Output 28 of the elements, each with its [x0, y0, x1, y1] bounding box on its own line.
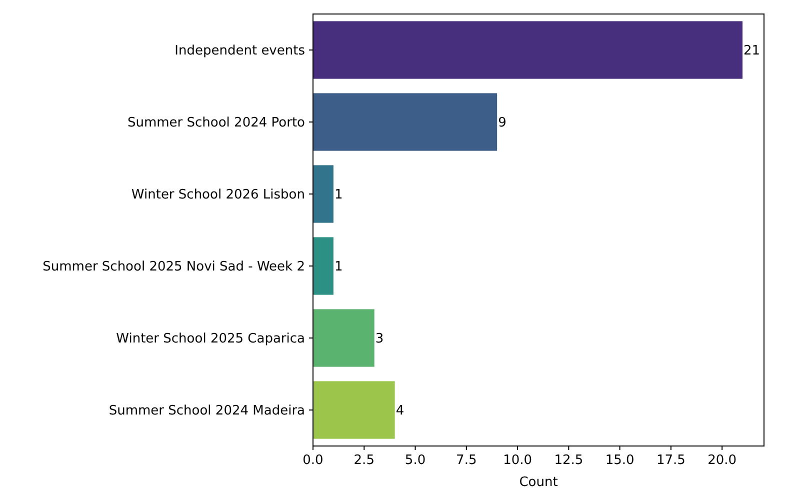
bar: [313, 93, 498, 151]
data-label: 3: [375, 332, 384, 347]
x-tick-label: 10.0: [503, 453, 532, 468]
bar: [313, 165, 334, 223]
data-label: 4: [396, 404, 404, 419]
data-label: 21: [744, 44, 760, 59]
y-tick-label: Summer School 2025 Novi Sad - Week 2: [42, 260, 305, 275]
x-tick-label: 20.0: [708, 453, 737, 468]
x-tick-label: 7.5: [456, 453, 477, 468]
bar: [313, 381, 395, 439]
x-tick-label: 15.0: [605, 453, 634, 468]
data-label: 1: [334, 260, 343, 275]
x-tick-label: 5.0: [404, 453, 426, 468]
y-tick-label: Winter School 2026 Lisbon: [131, 188, 305, 203]
x-tick-label: 12.5: [554, 453, 584, 468]
x-tick-label: 0.0: [302, 453, 324, 468]
bar: [313, 21, 743, 79]
y-tick-label: Winter School 2025 Caparica: [116, 332, 305, 347]
x-tick-label: 17.5: [656, 453, 686, 468]
y-tick-label: Independent events: [174, 44, 306, 59]
y-tick-label: Summer School 2024 Porto: [127, 116, 306, 131]
y-tick-label: Summer School 2024 Madeira: [108, 404, 305, 419]
bar: [313, 237, 334, 295]
bar: [313, 309, 374, 367]
x-tick-label: 2.5: [354, 453, 374, 468]
x-axis-title: Count: [519, 475, 558, 490]
data-label: 1: [334, 188, 343, 203]
data-label: 9: [498, 116, 506, 131]
